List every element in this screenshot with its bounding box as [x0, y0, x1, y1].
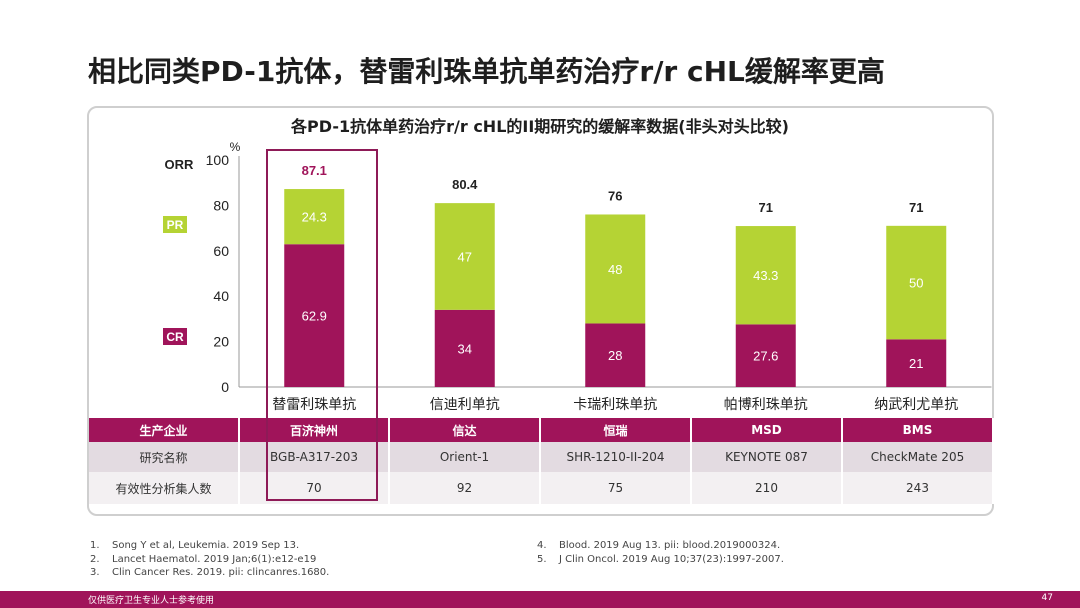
data-label-pr: 47	[458, 249, 472, 264]
table-cell: Orient-1	[389, 442, 541, 472]
table-cell: CheckMate 205	[842, 442, 994, 472]
data-label-pr: 24.3	[302, 210, 327, 225]
study-info-table: 生产企业 百济神州 信达 恒瑞 MSD BMS 研究名称 BGB-A317-20…	[89, 418, 994, 504]
table-cell: 70	[239, 472, 390, 504]
y-tick-label: 20	[213, 334, 229, 350]
bar-pr	[585, 214, 646, 324]
x-tick-label: 帕博利珠单抗	[724, 396, 808, 412]
table-row-n: 有效性分析集人数 70 92 75 210 243	[89, 472, 994, 504]
chart-title: 各PD-1抗体单药治疗r/r cHL的II期研究的缓解率数据(非头对头比较)	[291, 117, 789, 136]
reference-item: 1. Song Y et al, Leukemia. 2019 Sep 13.	[90, 540, 300, 551]
x-tick-label: 替雷利珠单抗	[272, 396, 356, 412]
table-cell: 92	[389, 472, 541, 504]
bar-cr	[434, 309, 495, 387]
table-cell: SHR-1210-II-204	[540, 442, 692, 472]
reference-item: 3. Clin Cancer Res. 2019. pii: clincanres…	[90, 567, 330, 578]
legend-label-pr: PR	[167, 218, 184, 232]
bar-cr	[886, 339, 947, 387]
y-unit-label: %	[230, 140, 241, 154]
total-label: 87.1	[302, 163, 327, 178]
table-cell: BMS	[842, 418, 994, 442]
data-label-pr: 48	[608, 262, 622, 277]
legend-label-cr: CR	[166, 330, 184, 344]
x-tick-label: 卡瑞利珠单抗	[573, 396, 657, 412]
table-row-study: 研究名称 BGB-A317-203 Orient-1 SHR-1210-II-2…	[89, 442, 994, 472]
table-cell: 生产企业	[89, 418, 240, 442]
data-label-cr: 62.9	[302, 309, 327, 324]
y-axis-label: ORR	[165, 157, 195, 172]
table-cell: 研究名称	[89, 442, 240, 472]
data-label-pr: 43.3	[753, 268, 778, 283]
page-number: 47	[1041, 593, 1053, 603]
y-tick-label: 100	[206, 152, 230, 168]
x-tick-label: 纳武利尤单抗	[874, 396, 958, 412]
x-tick-label: 信迪利单抗	[430, 396, 500, 412]
reference-item: 4. Blood. 2019 Aug 13. pii: blood.2019000…	[537, 540, 781, 551]
reference-item: 2. Lancet Haematol. 2019 Jan;6(1):e12-e19	[90, 553, 317, 565]
bar-pr	[735, 226, 796, 325]
footer-note: 仅供医疗卫生专业人士参考使用	[88, 596, 215, 606]
bar-cr	[735, 324, 796, 387]
total-label: 80.4	[452, 177, 478, 192]
table-cell: KEYNOTE 087	[691, 442, 843, 472]
reference-item: 5. J Clin Oncol. 2019 Aug 10;37(23):1997-…	[537, 553, 784, 565]
table-cell: 210	[691, 472, 843, 504]
data-label-cr: 21	[909, 356, 923, 371]
bar-pr	[886, 225, 947, 340]
data-label-pr: 50	[909, 276, 923, 291]
table-cell: 有效性分析集人数	[89, 472, 240, 504]
total-label: 71	[759, 200, 773, 215]
footer-bar: 仅供医疗卫生专业人士参考使用 47	[0, 591, 1080, 608]
bar-pr	[284, 189, 345, 245]
slide-title: 相比同类PD-1抗体，替雷利珠单抗单药治疗r/r cHL缓解率更高	[88, 55, 885, 88]
data-label-cr: 34	[458, 341, 472, 356]
highlight-box	[266, 149, 378, 501]
bar-cr	[284, 244, 345, 387]
y-tick-label: 40	[213, 288, 229, 304]
total-label: 71	[909, 200, 923, 215]
y-tick-label: 0	[221, 379, 229, 395]
table-cell: MSD	[691, 418, 843, 442]
data-label-cr: 28	[608, 348, 622, 363]
references-right: 4. Blood. 2019 Aug 13. pii: blood.2019000…	[537, 539, 784, 566]
bar-pr	[434, 203, 495, 310]
table-cell: BGB-A317-203	[239, 442, 390, 472]
table-cell: 243	[842, 472, 994, 504]
total-label: 76	[608, 188, 622, 203]
legend-swatch-cr	[163, 328, 187, 345]
table-cell: 信达	[389, 418, 541, 442]
y-tick-label: 80	[213, 197, 229, 213]
table-cell: 75	[540, 472, 692, 504]
bar-cr	[585, 323, 646, 387]
references-left: 1. Song Y et al, Leukemia. 2019 Sep 13. 2…	[90, 539, 329, 580]
legend-swatch-pr	[163, 216, 187, 233]
data-label-cr: 27.6	[753, 349, 778, 364]
table-cell: 百济神州	[239, 418, 390, 442]
table-cell: 恒瑞	[540, 418, 692, 442]
y-tick-label: 60	[213, 243, 229, 259]
table-row-company: 生产企业 百济神州 信达 恒瑞 MSD BMS	[89, 418, 994, 442]
